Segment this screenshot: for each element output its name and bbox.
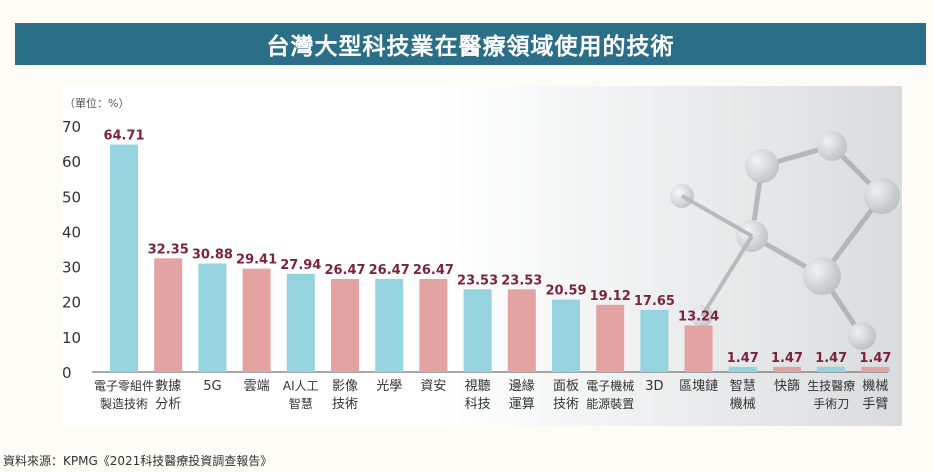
category-label: 數據 [155, 379, 181, 394]
category-label: 區塊鏈 [679, 378, 718, 394]
bar-chart: 0 10 20 30 40 50 60 70 64.71 32.35 30.88 29.41 27.9… [62, 86, 902, 426]
y-tick-label: 70 [62, 118, 81, 136]
data-label: 26.47 [324, 263, 365, 278]
y-tick-label: 20 [62, 294, 81, 312]
y-tick-label: 40 [62, 223, 81, 241]
category-label: 手術刀 [813, 397, 849, 411]
bar [286, 273, 315, 372]
category-label: 機械 [730, 397, 756, 412]
category-label: 科技 [465, 397, 491, 412]
category-label: 技術 [332, 397, 358, 412]
category-label: 機械 [862, 379, 888, 394]
category-label: 3D [645, 379, 663, 394]
bar [640, 309, 669, 372]
data-label: 23.53 [501, 273, 542, 288]
data-label: 27.94 [280, 258, 321, 273]
category-label: 製造技術 [100, 397, 148, 411]
data-label: 32.35 [148, 242, 189, 257]
data-label: 1.47 [771, 351, 803, 366]
bar [154, 258, 183, 372]
category-label: 雲端 [244, 379, 270, 394]
category-label: 智慧 [289, 396, 313, 411]
data-label: 23.53 [457, 273, 498, 288]
bar [110, 144, 138, 372]
bar [463, 289, 492, 372]
bar [596, 304, 625, 372]
y-tick-label: 0 [62, 364, 72, 382]
bar [507, 289, 536, 372]
chart-panel: 0 10 20 30 40 50 60 70 64.71 32.35 30.88 29.41 27.9… [62, 86, 902, 426]
data-label: 19.12 [590, 289, 631, 304]
category-label: 分析 [155, 397, 181, 412]
category-label: 電子機械 [586, 378, 634, 393]
category-label: 技術 [553, 397, 579, 412]
y-tick-label: 50 [62, 188, 81, 206]
bar [817, 366, 846, 372]
bar [773, 366, 801, 372]
category-label: 生技醫療 [807, 379, 855, 393]
bar [861, 366, 890, 372]
bar [375, 278, 404, 372]
data-label: 1.47 [815, 351, 847, 366]
source-note: 資料來源：KPMG《2021科技醫療投資調查報告》 [3, 454, 273, 468]
unit-label: （單位：%） [64, 97, 130, 110]
data-label: 29.41 [236, 253, 277, 268]
data-label: 13.24 [678, 309, 719, 324]
y-tick-label: 30 [62, 259, 81, 277]
category-label: 能源裝置 [586, 397, 634, 411]
category-label: 快篩 [774, 379, 800, 394]
bar [552, 299, 580, 372]
category-label: 視聽 [465, 379, 491, 394]
category-label: 面板 [553, 379, 579, 394]
bar [728, 366, 757, 372]
category-label: 5G [203, 379, 221, 394]
category-label: 邊緣 [509, 379, 535, 394]
data-label: 64.71 [103, 129, 144, 144]
data-label: 1.47 [859, 351, 891, 366]
category-label: 光學 [376, 379, 402, 394]
bar [419, 278, 448, 372]
page-title: 台灣大型科技業在醫療領域使用的技術 [266, 34, 675, 60]
data-label: 30.88 [192, 247, 233, 262]
category-label: 電子零組件 [94, 379, 154, 393]
category-label: 資安 [420, 379, 446, 394]
category-label: 手臂 [862, 397, 888, 412]
data-label: 26.47 [413, 263, 454, 278]
category-label: 影像 [332, 379, 358, 394]
data-label: 20.59 [545, 284, 586, 299]
category-label: AI人工 [283, 379, 319, 393]
y-tick-label: 60 [62, 153, 81, 171]
bar [242, 268, 271, 372]
data-label: 26.47 [369, 263, 410, 278]
molecule-decoration [670, 131, 900, 350]
data-label: 17.65 [634, 294, 675, 309]
bar [198, 263, 227, 372]
category-label: 運算 [509, 397, 535, 412]
data-label: 1.47 [727, 351, 759, 366]
bar [331, 278, 359, 372]
category-label: 智慧 [730, 378, 756, 394]
bar [684, 325, 713, 372]
title-bar: 台灣大型科技業在醫療領域使用的技術 [15, 23, 926, 65]
y-tick-label: 10 [62, 329, 81, 347]
